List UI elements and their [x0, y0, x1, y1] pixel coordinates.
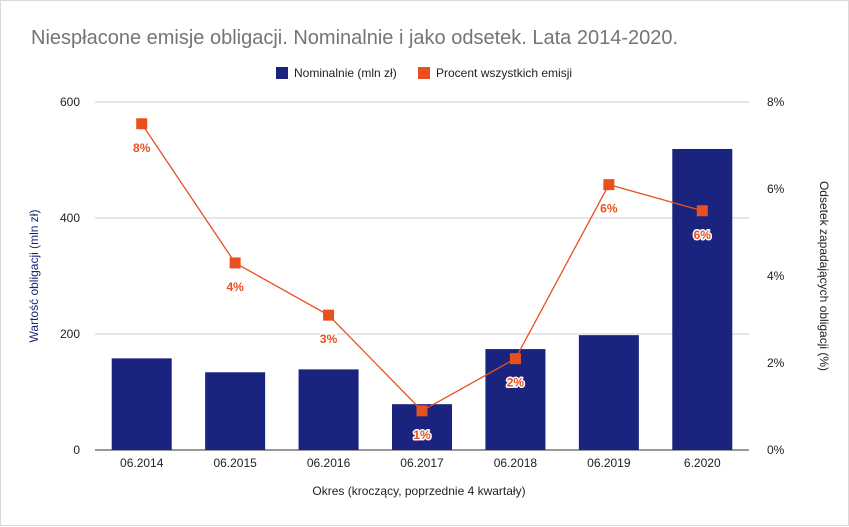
left-axis-ticks: 0 200 400 600 [60, 95, 80, 457]
x-axis-title: Okres (kroczący, poprzednie 4 kwartały) [312, 484, 525, 498]
data-label: 3% [320, 332, 338, 346]
legend-label-percent: Procent wszystkich emisji [436, 66, 572, 80]
y-tick-label-right: 4% [767, 269, 785, 283]
line-marker [509, 353, 521, 365]
y-tick-label-right: 6% [767, 182, 785, 196]
y-tick-label-left: 400 [60, 211, 80, 225]
line-marker [696, 205, 708, 217]
x-tick-label: 06.2017 [400, 456, 444, 470]
line-marker [229, 257, 241, 269]
data-label: 4% [226, 280, 244, 294]
legend-label-nominal: Nominalnie (mln zł) [294, 66, 397, 80]
x-tick-label: 06.2015 [213, 456, 257, 470]
y-axis-title-right: Odsetek zapadających obligacji (%) [817, 181, 831, 371]
y-axis-title-left: Wartość obligacji (mln zł) [27, 210, 41, 343]
y-tick-label-left: 0 [73, 443, 80, 457]
y-tick-label-right: 8% [767, 95, 785, 109]
bar [485, 349, 546, 450]
x-tick-label: 6.2020 [684, 456, 721, 470]
y-tick-label-left: 200 [60, 327, 80, 341]
data-label: 6% [694, 228, 712, 242]
line-marker [323, 309, 335, 321]
data-label: 1% [413, 428, 431, 442]
legend-swatch-nominal [276, 67, 288, 79]
data-label: 2% [507, 376, 525, 390]
y-tick-label-right: 0% [767, 443, 785, 457]
data-label: 8% [133, 141, 151, 155]
line-marker [416, 405, 428, 417]
legend-swatch-percent [418, 67, 430, 79]
right-axis-ticks: 0% 2% 4% 6% 8% [767, 95, 785, 457]
x-tick-label: 06.2016 [307, 456, 351, 470]
bar [672, 148, 733, 451]
line-marker [603, 179, 615, 191]
x-tick-label: 06.2014 [120, 456, 164, 470]
y-tick-label-left: 600 [60, 95, 80, 109]
y-tick-label-right: 2% [767, 356, 785, 370]
data-label: 6% [600, 202, 618, 216]
gridlines [95, 101, 749, 451]
x-axis-ticks: 06.2014 06.2015 06.2016 06.2017 06.2018 06.20… [120, 456, 721, 470]
bar [205, 372, 266, 450]
legend: Nominalnie (mln zł) Procent wszystkich e… [276, 66, 572, 80]
chart-title: Niespłacone emisje obligacji. Nominalnie… [31, 27, 678, 49]
line-marker [136, 118, 148, 130]
bar-series [111, 148, 733, 451]
bar [578, 335, 639, 450]
x-tick-label: 06.2018 [494, 456, 538, 470]
x-tick-label: 06.2019 [587, 456, 631, 470]
line-series: 8% 4% 3% 1% 2% 6% 6% [132, 118, 713, 443]
bar [111, 358, 172, 450]
bar [298, 369, 359, 450]
